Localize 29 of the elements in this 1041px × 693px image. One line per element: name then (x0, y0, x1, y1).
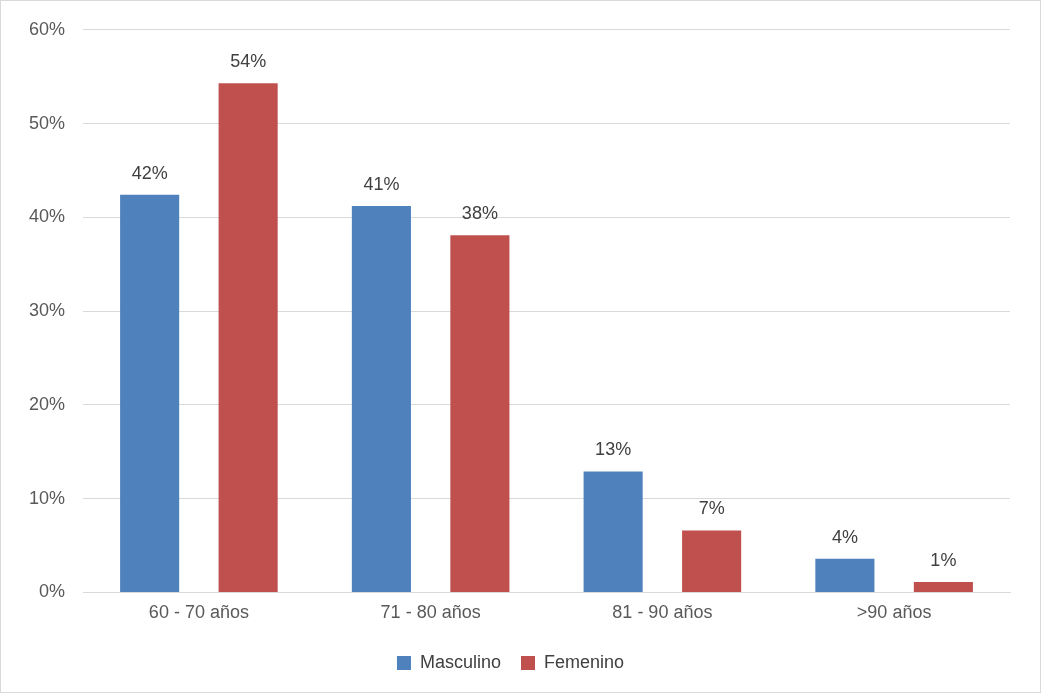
y-tick-label: 0% (39, 581, 66, 602)
x-tick-label: 60 - 70 años (148, 602, 249, 623)
bar (682, 530, 742, 592)
bar (218, 83, 278, 592)
bar (583, 471, 643, 592)
bar (815, 558, 875, 592)
x-tick-label: >90 años (856, 602, 932, 623)
y-tick-label: 20% (29, 393, 66, 414)
data-label: 38% (461, 203, 498, 224)
legend-label: Masculino (419, 651, 502, 672)
y-tick-label: 50% (29, 112, 66, 133)
bar (913, 582, 973, 592)
y-tick-label: 60% (29, 18, 66, 39)
data-label: 7% (698, 498, 725, 519)
data-label: 54% (230, 51, 267, 72)
data-label: 4% (831, 526, 858, 547)
bar (120, 194, 180, 592)
x-tick-label: 71 - 80 años (380, 602, 481, 623)
data-label: 1% (930, 550, 957, 571)
x-tick-label: 81 - 90 años (612, 602, 713, 623)
data-label: 41% (363, 174, 400, 195)
bar (450, 235, 510, 592)
data-label: 42% (131, 162, 168, 183)
y-tick-label: 10% (29, 487, 66, 508)
data-label: 13% (595, 439, 632, 460)
legend-label: Femenino (544, 651, 625, 672)
y-tick-label: 30% (29, 300, 66, 321)
bar (351, 206, 411, 592)
y-tick-label: 40% (29, 206, 66, 227)
